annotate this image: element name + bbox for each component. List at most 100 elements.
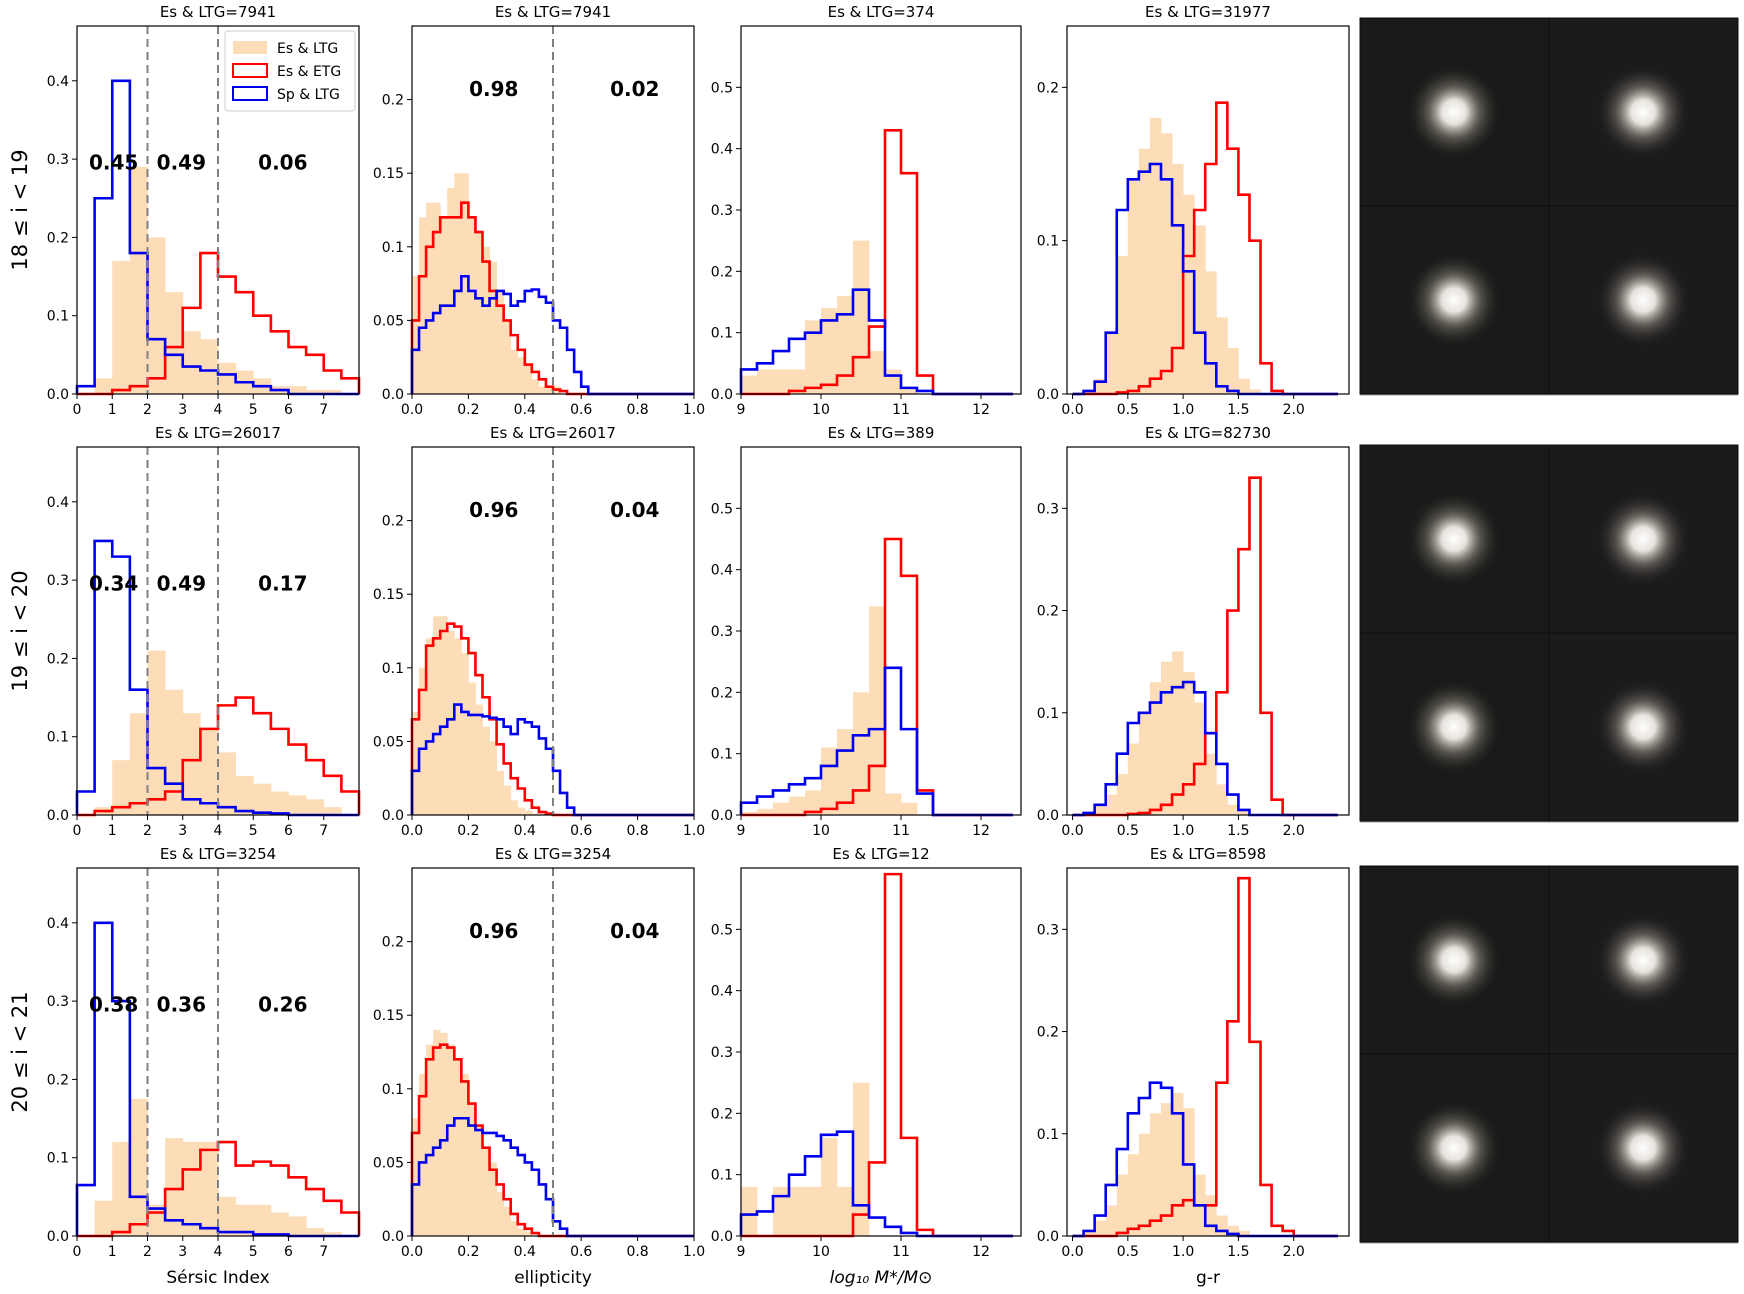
y-tick-label: 0.0: [1037, 1229, 1059, 1245]
x-tick-label: 1: [108, 1244, 117, 1260]
x-tick-label: 0.4: [514, 1244, 536, 1260]
x-tick-label: 4: [214, 1244, 223, 1260]
x-tick-label: 2: [143, 402, 152, 418]
y-tick-label: 0.2: [382, 93, 404, 109]
x-tick-label: 0.8: [626, 823, 648, 839]
ltg-bar: [147, 650, 166, 815]
fraction-label: 0.38: [89, 993, 138, 1017]
ltg-bar: [306, 1228, 325, 1236]
y-tick-label: 0.2: [47, 230, 69, 246]
legend-swatch-etg: [232, 63, 268, 78]
ltg-bar: [1183, 671, 1195, 815]
y-tick-label: 0.2: [1037, 604, 1059, 620]
y-tick-label: 0.2: [382, 514, 404, 530]
panel-title: Es & LTG=26017: [490, 424, 616, 442]
galaxy-blob: [1406, 252, 1502, 348]
ltg-bar: [475, 704, 483, 815]
ltg-bar: [200, 728, 219, 815]
ltg-bar: [538, 386, 547, 394]
sp-step-line: [75, 539, 359, 817]
histogram-panel-r2c3: Es & LTG=8598 0.0 0.5 1.0 1.5 2.0 0.0 0.1 0.2 0.3: [1037, 845, 1350, 1260]
y-tick-label: 0.0: [711, 387, 733, 403]
y-tick-label: 0.05: [373, 734, 404, 750]
ltg-bar: [461, 173, 469, 394]
ltg-bar: [218, 362, 237, 394]
y-tick-label: 0.2: [47, 1072, 69, 1088]
ltg-bar: [503, 320, 512, 394]
ltg-bar: [901, 802, 918, 815]
ltg-bar: [1227, 1225, 1239, 1236]
y-tick-label: 0.3: [711, 624, 733, 640]
ltg-bar: [869, 351, 886, 394]
fraction-label: 0.49: [157, 151, 206, 175]
ltg-bar: [1172, 164, 1184, 394]
y-tick-label: 0.0: [47, 808, 69, 824]
x-tick-label: 1.0: [1172, 1244, 1194, 1260]
ltg-bar: [112, 1142, 131, 1236]
ltg-bar: [461, 653, 469, 815]
ltg-bar: [468, 1103, 476, 1236]
galaxy-blob: [1406, 1100, 1502, 1196]
y-tick-label: 0.1: [1037, 706, 1059, 722]
ltg-bar: [789, 1186, 806, 1236]
fraction-label: 0.04: [610, 919, 659, 943]
x-tick-label: 1: [108, 402, 117, 418]
ltg-bar: [1105, 1205, 1118, 1236]
y-tick-label: 0.1: [382, 661, 404, 677]
y-tick-label: 0.2: [711, 264, 733, 280]
axes-frame: [411, 867, 695, 1237]
y-tick-label: 0.15: [373, 166, 404, 182]
ltg-bar: [757, 808, 774, 815]
row-label: 20 ≤ i < 21: [8, 991, 32, 1112]
ltg-bar: [1094, 804, 1107, 815]
y-tick-label: 0.2: [711, 685, 733, 701]
x-tick-label: 1.0: [683, 402, 705, 418]
x-tick-label: 0.6: [570, 402, 592, 418]
x-tick-label: 12: [972, 402, 990, 418]
ltg-bar: [426, 1044, 434, 1236]
panel-title: Es & LTG=389: [828, 424, 935, 442]
galaxy-cutout-mosaic: [1359, 444, 1739, 823]
x-tick-label: 0.0: [1061, 402, 1083, 418]
ltg-bar: [426, 638, 434, 815]
panel-title: Es & LTG=12: [832, 845, 929, 863]
ltg-bar: [447, 187, 455, 394]
ltg-bar: [218, 752, 237, 815]
etg-step-line: [741, 872, 1013, 1238]
ltg-bar: [482, 726, 490, 815]
ltg-bar: [789, 796, 806, 815]
y-tick-label: 0.3: [711, 203, 733, 219]
ltg-bar: [200, 339, 219, 394]
x-tick-label: 0.6: [570, 823, 592, 839]
x-tick-label: 0.0: [1061, 1244, 1083, 1260]
x-tick-label: 0.0: [1061, 823, 1083, 839]
fraction-label: 0.06: [258, 151, 307, 175]
y-tick-label: 0.5: [711, 922, 733, 938]
ltg-bar: [288, 1216, 307, 1236]
histogram-panel-r1c1: Es & LTG=26017 0.96 0.04 0.0 0.2 0.4 0.6 0.8 1.0…: [373, 424, 705, 839]
ltg-bar: [517, 1228, 526, 1236]
ltg-bar: [805, 320, 822, 394]
x-tick-label: 1: [108, 823, 117, 839]
ltg-bar: [482, 1147, 490, 1236]
ltg-bar: [461, 1074, 469, 1236]
x-tick-label: 5: [249, 823, 258, 839]
galaxy-blob: [1595, 679, 1691, 775]
histogram-panel-r2c1: Es & LTG=3254 0.96 0.04 0.0 0.2 0.4 0.6 0.8 1.0 0…: [373, 845, 705, 1260]
ltg-bar: [1216, 317, 1228, 394]
y-tick-label: 0.2: [382, 935, 404, 951]
ltg-bar: [517, 357, 526, 394]
legend-label-etg: Es & ETG: [277, 64, 341, 80]
ltg-bar: [94, 378, 113, 394]
ltg-bar: [112, 260, 131, 394]
x-tick-label: 0.2: [457, 1244, 479, 1260]
ltg-bar: [741, 811, 758, 815]
ltg-bar: [288, 386, 307, 394]
y-tick-label: 0.2: [711, 1106, 733, 1122]
fraction-label: 0.36: [157, 993, 206, 1017]
etg-step-line: [1072, 101, 1338, 396]
ltg-bar: [475, 1125, 483, 1236]
histogram-panel-r0c0: Es & LTG=7941 0.45 0.49 0.06 0 1 2 3 4 5 6 7 0.0 0.1 0…: [47, 3, 361, 418]
x-tick-label: 2: [143, 823, 152, 839]
ltg-bar: [1094, 1220, 1107, 1236]
